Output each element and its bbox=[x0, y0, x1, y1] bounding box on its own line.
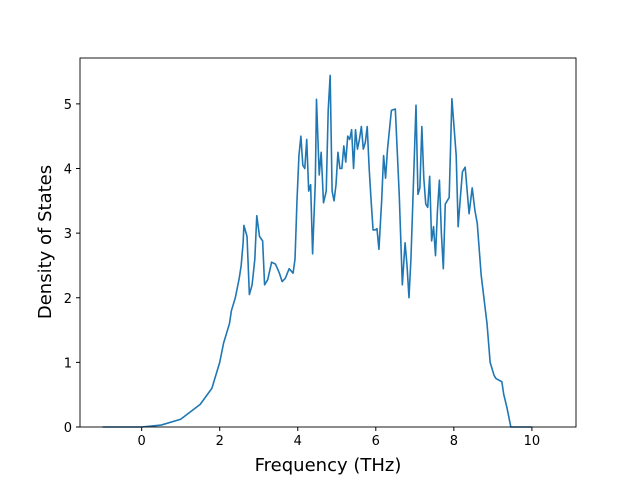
y-tick-label: 0 bbox=[64, 421, 72, 436]
x-tick-label: 6 bbox=[372, 434, 380, 449]
x-tick-label: 2 bbox=[216, 434, 224, 449]
plot-frame bbox=[79, 57, 577, 428]
y-tick-label: 3 bbox=[64, 227, 72, 242]
x-tick-label: 8 bbox=[450, 434, 458, 449]
y-tick-label: 4 bbox=[64, 163, 72, 178]
x-tick-label: 0 bbox=[138, 434, 146, 449]
y-tick-label: 5 bbox=[64, 98, 72, 113]
y-tick-label: 2 bbox=[64, 292, 72, 307]
y-tick-label: 1 bbox=[64, 356, 72, 371]
dos-line bbox=[102, 74, 532, 428]
x-tick-label: 10 bbox=[524, 434, 541, 449]
x-axis-label: Frequency (THz) bbox=[255, 455, 402, 476]
y-axis-label: Density of States bbox=[35, 165, 56, 319]
x-tick-label: 4 bbox=[294, 434, 302, 449]
